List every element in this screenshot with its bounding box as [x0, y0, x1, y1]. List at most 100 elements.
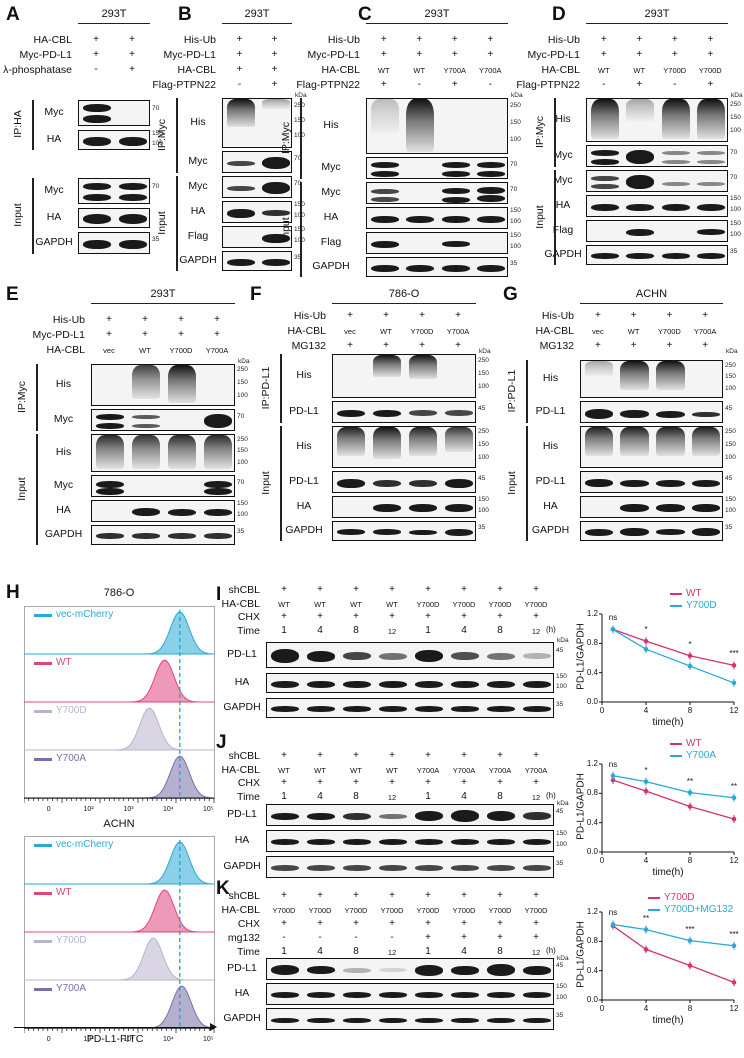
group-label: Input: [534, 204, 546, 229]
protein-band: [414, 706, 444, 712]
legend-label: WT: [686, 588, 702, 599]
protein-band: [626, 228, 655, 236]
protein-band: [584, 528, 614, 536]
condition-value: -: [282, 932, 286, 943]
blot-label: HA: [46, 211, 62, 223]
condition-label: HA-CBL: [535, 325, 574, 337]
condition-value: +: [497, 584, 503, 595]
protein-band: [261, 182, 290, 194]
x-tick-label: 0: [46, 806, 51, 813]
kda-marker: 35: [730, 248, 738, 255]
cell-line-label: 293T: [101, 8, 127, 20]
significance-annotation: ***: [729, 929, 739, 939]
x-tick-label: 12: [729, 1004, 739, 1013]
condition-value: +: [630, 310, 637, 321]
condition-label: HA-CBL: [33, 34, 72, 46]
protein-band: [372, 504, 402, 512]
blot-label: Myc: [188, 180, 208, 192]
kda-marker: 100: [294, 212, 305, 219]
blot-label: PD-L1: [227, 808, 257, 820]
protein-band: [414, 680, 444, 688]
condition-value: +: [636, 34, 643, 45]
condition-label: HA-CBL: [541, 64, 580, 76]
blot-myc: [586, 170, 728, 192]
blot-pd-l1: [332, 401, 476, 423]
condition-value: 4: [461, 624, 467, 636]
protein-band: [414, 865, 444, 871]
protein-band: [82, 115, 112, 124]
kda-unit: kDa: [557, 637, 569, 644]
group-bracket: [36, 364, 38, 431]
kda-unit: kDa: [511, 92, 523, 99]
legend-label: Y700D+MG132: [664, 904, 734, 915]
ubiquitin-smear: [336, 427, 366, 457]
protein-band: [486, 1017, 516, 1023]
protein-band: [450, 839, 480, 845]
protein-band: [486, 680, 516, 688]
blot-label: Flag: [187, 230, 209, 242]
protein-band: [118, 136, 148, 146]
condition-value: +: [533, 932, 539, 943]
protein-band: [450, 865, 480, 871]
condition-value: Y700D: [308, 906, 332, 915]
protein-band: [167, 508, 197, 516]
protein-band: [167, 533, 197, 539]
protein-band: [378, 813, 408, 819]
x-tick-label: 10³: [123, 806, 134, 813]
kda-marker: 100: [478, 383, 489, 390]
blot-flag: [366, 232, 508, 254]
chart-plot-area: [599, 911, 737, 1003]
condition-value: +: [533, 584, 539, 595]
kda-marker: 150: [730, 220, 741, 228]
y-tick-label: 0.8: [586, 788, 598, 798]
kda-marker: 100: [725, 507, 736, 515]
protein-band: [414, 992, 444, 998]
blot-label: Myc: [44, 184, 64, 196]
condition-value: Y700D: [524, 906, 548, 915]
condition-value: -: [673, 79, 677, 90]
kda-marker: 100: [725, 384, 736, 392]
protein-band: [406, 264, 435, 272]
condition-value: +: [707, 79, 714, 90]
histogram-legend-label: Y700A: [56, 753, 87, 764]
protein-band: [620, 479, 649, 487]
protein-band: [414, 1017, 444, 1023]
kda-marker: 250: [237, 435, 248, 443]
panel-letter: A: [6, 4, 20, 25]
group-label: Input: [280, 216, 292, 241]
condition-value: +: [106, 329, 112, 340]
y-axis-label: PD-L1/GAPDH: [575, 623, 587, 690]
protein-band: [342, 652, 372, 660]
y-tick-label: 0.8: [586, 638, 598, 648]
condition-label: HA-CBL: [287, 325, 326, 337]
ubiquitin-smear: [620, 427, 649, 457]
condition-value: +: [93, 49, 99, 60]
protein-band: [370, 240, 399, 248]
protein-band: [270, 965, 300, 975]
condition-label: mg132: [227, 932, 260, 944]
panel-D: D 293T His-Ub + + + + Myc-PD-L1 + + + + HA-CBL WT WT Y7…: [516, 4, 744, 274]
protein-band: [590, 253, 619, 259]
condition-value: +: [533, 750, 539, 761]
protein-band: [378, 652, 408, 660]
kda-marker: 70: [237, 412, 245, 420]
ubiquitin-smear: [661, 99, 690, 139]
protein-band: [522, 992, 552, 998]
condition-value: 12: [387, 792, 397, 802]
blot-label: PD-L1: [289, 405, 319, 417]
condition-value: 8: [497, 790, 503, 802]
condition-value: +: [671, 49, 678, 60]
kda-marker: 250: [294, 102, 305, 109]
kda-marker: 35: [152, 235, 160, 243]
protein-band: [306, 865, 336, 871]
cell-line-rule: [332, 303, 476, 304]
kda-marker: 150: [510, 119, 521, 127]
protein-band: [95, 422, 125, 429]
blot-label: His: [190, 116, 206, 128]
blot-his: [332, 426, 476, 468]
condition-value: 8: [353, 946, 359, 957]
ubiquitin-smear: [626, 99, 655, 121]
blot-his: [366, 98, 508, 154]
condition-label: Time: [237, 624, 260, 637]
blot-label: His: [296, 440, 312, 452]
